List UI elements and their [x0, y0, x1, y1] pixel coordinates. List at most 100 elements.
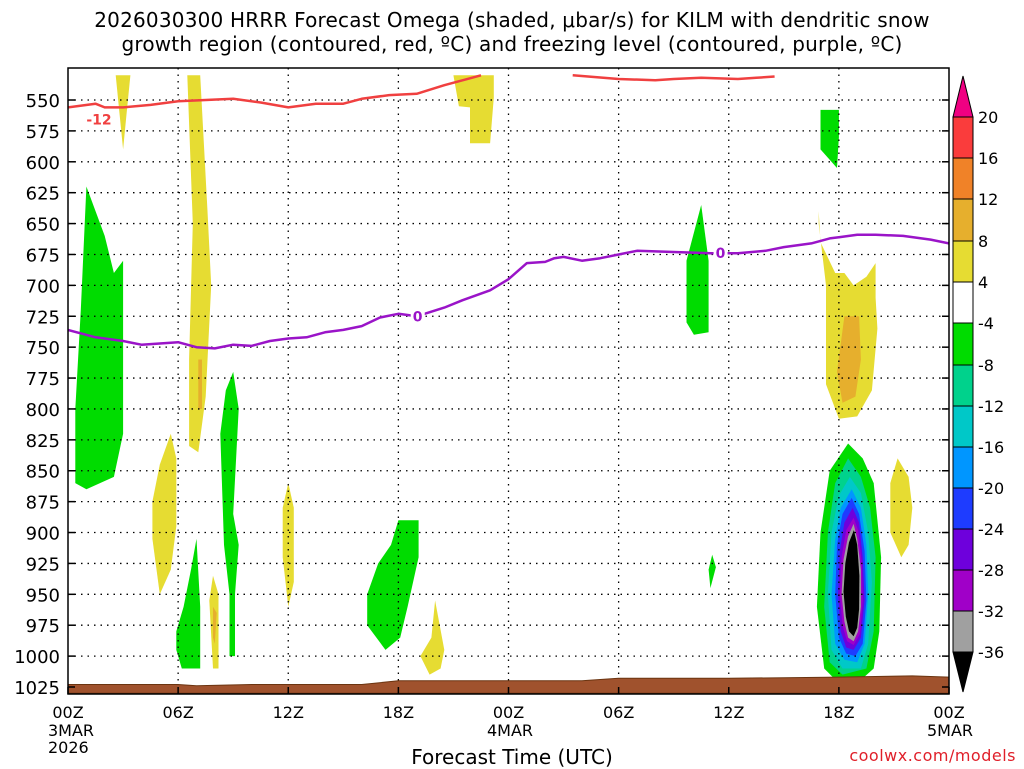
- shaded-region-yellow-06z-column: [187, 75, 212, 453]
- shaded-region-yellow-41z-upper: [818, 211, 878, 419]
- colorbar-label: -20: [978, 479, 1004, 498]
- colorbar-label: 16: [978, 149, 998, 168]
- y-tick-label: 825: [26, 431, 60, 452]
- shaded-region-green-41z-top: [820, 109, 839, 168]
- mid-date-label: 4MAR: [487, 721, 534, 740]
- x-tick-label: 12Z: [713, 703, 744, 722]
- shaded-region-orange-08z-lower: [213, 606, 217, 644]
- freezing-level-contour: [68, 233, 949, 350]
- shaded-region-green-33z-column: [686, 205, 709, 335]
- y-tick-label: 600: [26, 153, 60, 174]
- shaded-region-orange-42z-core: [837, 316, 861, 403]
- start-date-label: 3MAR 2026: [48, 722, 94, 756]
- shaded-region-yellow-21z-top: [453, 75, 494, 144]
- colorbar-segment-2: [952, 198, 974, 242]
- x-tick-label: 00Z: [52, 703, 83, 722]
- colorbar-segment-1: [952, 157, 974, 200]
- y-tick-label: 800: [26, 400, 60, 421]
- shaded-omega-regions: [75, 75, 913, 684]
- y-tick-label: 575: [26, 122, 60, 143]
- colorbar-segment-0: [952, 116, 974, 159]
- colorbar-segment-11: [952, 569, 974, 612]
- colorbar-segment-7: [952, 405, 974, 448]
- x-tick-label: 06Z: [162, 703, 193, 722]
- chart-title-line1: 2026030300 HRRR Forecast Omega (shaded, …: [94, 8, 930, 32]
- end-date-label: 5MAR: [927, 721, 974, 740]
- colorbar-bottom-arrow: [952, 651, 974, 693]
- y-tick-label: 975: [26, 616, 60, 637]
- start-year: 2026: [48, 738, 89, 757]
- y-tick-label: 950: [26, 585, 60, 606]
- y-tick-label: 1025: [14, 678, 60, 699]
- colorbar-top-arrow: [952, 75, 974, 118]
- shaded-region-yellow-05z-patch: [152, 433, 177, 595]
- y-tick-label: 650: [26, 215, 60, 236]
- shaded-region-yellow-12z-patch: [282, 483, 294, 607]
- chart-title: 2026030300 HRRR Forecast Omega (shaded, …: [0, 8, 1024, 56]
- site-credit: coolwx.com/models: [849, 746, 1016, 765]
- colorbar-label: 4: [978, 273, 988, 292]
- colorbar-segment-3: [952, 240, 974, 283]
- colorbar-segment-10: [952, 528, 974, 571]
- x-tick-label: 12Z: [273, 703, 304, 722]
- y-tick-label: 675: [26, 245, 60, 266]
- time-axis: 00Z 06Z 12Z 18Z 00Z 06Z 12Z 18Z 00Z: [52, 687, 965, 722]
- y-tick-label: 775: [26, 369, 60, 390]
- colorbar-label: -16: [978, 438, 1004, 457]
- colorbar-label: 12: [978, 190, 998, 209]
- shaded-region-yellow-early-top: [115, 75, 131, 150]
- x-tick-label: 18Z: [823, 703, 854, 722]
- snow-growth-contour-label: -12: [86, 112, 111, 128]
- y-tick-label: 1000: [14, 647, 60, 668]
- colorbar-segment-9: [952, 487, 974, 530]
- shaded-region-green-09z-column: [220, 371, 239, 657]
- x-tick-label: 00Z: [933, 703, 964, 722]
- y-tick-label: 850: [26, 462, 60, 483]
- y-tick-label: 550: [26, 91, 60, 112]
- freezing-level-label: 0: [413, 309, 423, 325]
- shaded-region-green-06z-lower: [176, 538, 201, 669]
- contour-lines: -12 0 0: [68, 74, 949, 350]
- grid-lines: [68, 68, 949, 694]
- colorbar-label: -12: [978, 397, 1004, 416]
- y-tick-label: 725: [26, 307, 60, 328]
- chart-title-line2: growth region (contoured, red, ºC) and f…: [121, 32, 903, 56]
- x-tick-label: 00Z: [493, 703, 524, 722]
- x-axis-title: Forecast Time (UTC): [411, 745, 613, 769]
- colorbar-label: -8: [978, 356, 994, 375]
- colorbar-label: -24: [978, 520, 1004, 539]
- colorbar-label: 20: [978, 108, 998, 127]
- colorbar-segment-6: [952, 364, 974, 407]
- colorbar-segment-5: [952, 322, 974, 366]
- colorbar-label: -4: [978, 314, 994, 333]
- snow-growth-contour-segment-2: [572, 74, 775, 82]
- y-tick-label: 900: [26, 524, 60, 545]
- x-tick-label: 06Z: [603, 703, 634, 722]
- y-tick-label: 875: [26, 493, 60, 514]
- snow-growth-contour: [68, 74, 482, 109]
- shaded-region-green-35z-dot: [708, 554, 716, 589]
- colorbar-label: 8: [978, 232, 988, 251]
- shaded-region-omega-core-layer9: [843, 530, 860, 637]
- freezing-label-bg-1: [713, 244, 728, 262]
- shaded-region-green-18z-lower: [367, 520, 419, 650]
- y-tick-label: 625: [26, 184, 60, 205]
- colorbar-segment-12: [952, 610, 974, 653]
- colorbar-label: -36: [978, 643, 1004, 662]
- start-day: 3MAR: [48, 721, 95, 740]
- freezing-label-bg-0: [410, 307, 425, 325]
- freezing-level-label: 0: [716, 246, 726, 262]
- x-tick-label: 18Z: [383, 703, 414, 722]
- y-tick-label: 925: [26, 554, 60, 575]
- omega-colorbar: 20 16 12 8 4 -4 -8 -12 -16 -20 -24 -28 -32 -36: [952, 75, 1004, 693]
- colorbar-segment-8: [952, 446, 974, 489]
- pressure-axis: 550 575 600 625 650 675 700 725 750 775 800 825 850 8…: [14, 91, 949, 699]
- colorbar-label: -32: [978, 602, 1004, 621]
- colorbar-segment-4: [952, 281, 974, 324]
- colorbar-label: -28: [978, 561, 1004, 580]
- y-tick-label: 700: [26, 276, 60, 297]
- shaded-region-orange-06z-streak: [198, 359, 202, 409]
- y-tick-label: 750: [26, 338, 60, 359]
- snow-growth-label-bg: [83, 112, 114, 128]
